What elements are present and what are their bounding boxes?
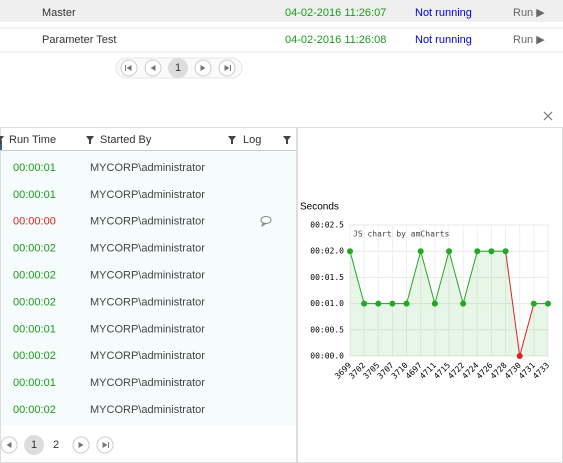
point — [446, 248, 452, 255]
job-status: Not running — [415, 34, 472, 46]
run-time: 00:00:01 — [13, 162, 56, 174]
filter-icon[interactable] — [283, 136, 291, 144]
y-tick-label: 00:00.0 — [310, 352, 344, 361]
comment-icon[interactable] — [260, 216, 272, 228]
started-by: MYCORP\administrator — [90, 189, 205, 201]
job-date: 04-02-2016 11:26:07 — [285, 7, 386, 19]
started-by: MYCORP\administrator — [90, 243, 205, 255]
pager-arrow — [200, 65, 206, 71]
watermark: JS chart by amCharts — [353, 230, 450, 239]
point — [474, 248, 481, 255]
page-number[interactable]: 1 — [31, 439, 37, 451]
started-by: MYCORP\administrator — [90, 323, 205, 335]
line-segment — [448, 251, 464, 304]
pager-arrow — [6, 442, 12, 448]
point — [545, 300, 551, 307]
filter-icon[interactable] — [228, 136, 236, 144]
page-active — [168, 58, 188, 78]
run-time: 00:00:02 — [13, 350, 56, 362]
line-segment — [462, 251, 478, 304]
column-header[interactable]: Started By — [100, 134, 152, 146]
column-marker — [0, 140, 2, 150]
pager-arrow — [224, 65, 230, 71]
run-time: 00:00:02 — [13, 243, 56, 255]
job-name: Master — [42, 7, 76, 19]
y-tick-label: 00:02.0 — [310, 247, 344, 256]
page-active — [24, 435, 44, 455]
y-tick-label: 00:00.5 — [310, 325, 344, 334]
table-body-bg — [1, 151, 296, 425]
pager-arrow — [78, 442, 84, 448]
line-segment — [434, 251, 450, 304]
line-segment — [349, 251, 365, 304]
started-by: MYCORP\administrator — [90, 377, 205, 389]
point — [516, 353, 523, 359]
run-time: 00:00:01 — [13, 189, 56, 201]
pager-arrow — [150, 65, 156, 71]
line-segment — [406, 251, 422, 304]
page-number[interactable]: 1 — [175, 62, 181, 74]
started-by: MYCORP\administrator — [90, 350, 205, 362]
y-tick-label: 00:01.0 — [310, 299, 344, 308]
point — [530, 300, 537, 307]
filter-icon[interactable] — [0, 136, 4, 144]
y-tick-label: 00:01.5 — [310, 273, 344, 282]
point — [361, 300, 368, 307]
point — [488, 248, 495, 255]
line-segment — [505, 251, 521, 357]
started-by: MYCORP\administrator — [90, 162, 205, 174]
point — [403, 300, 410, 307]
page-number[interactable]: 2 — [53, 439, 59, 451]
chart-panel — [297, 127, 563, 463]
run-time: 00:00:02 — [13, 404, 56, 416]
point — [375, 300, 382, 307]
run-time: 00:00:02 — [13, 270, 56, 282]
column-header[interactable]: Log — [243, 134, 261, 146]
y-axis-title: Seconds — [300, 202, 339, 213]
run-time: 00:00:01 — [13, 377, 56, 389]
job-status: Not running — [415, 7, 472, 19]
pager-arrow — [102, 442, 108, 448]
started-by: MYCORP\administrator — [90, 216, 205, 228]
point — [347, 248, 353, 255]
y-tick-label: 00:02.5 — [310, 221, 344, 230]
column-header[interactable]: Run Time — [9, 134, 56, 146]
point — [417, 248, 424, 255]
run-time: 00:00:02 — [13, 296, 56, 308]
close-button[interactable] — [543, 111, 553, 121]
point — [502, 248, 509, 255]
area — [350, 251, 548, 356]
started-by: MYCORP\administrator — [90, 404, 205, 416]
run-button[interactable]: Run ▶ — [513, 34, 545, 46]
started-by: MYCORP\administrator — [90, 296, 205, 308]
point — [431, 300, 438, 307]
pager-arrow — [126, 65, 132, 71]
point — [460, 300, 467, 307]
point — [389, 300, 396, 307]
started-by: MYCORP\administrator — [90, 270, 205, 282]
line-segment — [519, 303, 535, 357]
job-date: 04-02-2016 11:26:08 — [285, 34, 386, 46]
job-name: Parameter Test — [42, 34, 116, 46]
run-button[interactable]: Run ▶ — [513, 7, 545, 19]
line-segment — [420, 251, 436, 304]
filter-icon[interactable] — [86, 136, 94, 144]
run-time: 00:00:01 — [13, 323, 56, 335]
job-row-bg — [0, 0, 563, 22]
run-time: 00:00:00 — [13, 216, 56, 228]
